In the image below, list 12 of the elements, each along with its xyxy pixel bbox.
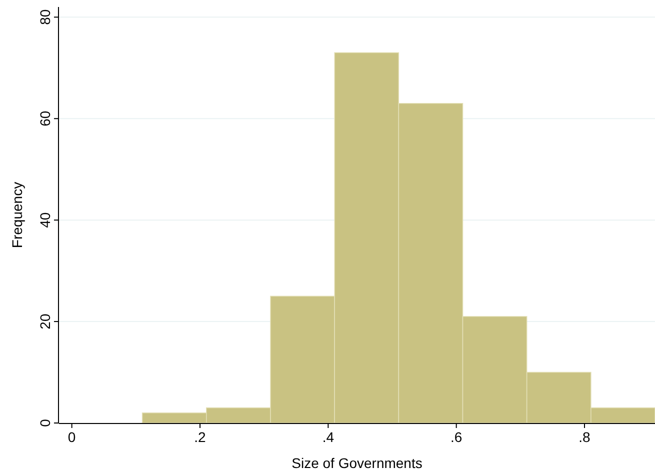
y-tick-label: 80 bbox=[37, 9, 53, 25]
x-tick-label: .8 bbox=[578, 428, 591, 445]
y-tick-label: 20 bbox=[37, 314, 53, 330]
y-tick-label: 40 bbox=[37, 212, 53, 228]
x-tick-label: .2 bbox=[194, 428, 206, 445]
y-axis-title: Frequency bbox=[9, 182, 25, 248]
x-tick-label: .4 bbox=[322, 428, 334, 445]
x-tick-label: .6 bbox=[450, 428, 462, 445]
y-tick-label: 0 bbox=[37, 418, 53, 427]
y-tick-label: 60 bbox=[37, 110, 53, 126]
x-axis-title: Size of Governments bbox=[292, 455, 422, 471]
x-tick-label: 0 bbox=[68, 428, 76, 445]
